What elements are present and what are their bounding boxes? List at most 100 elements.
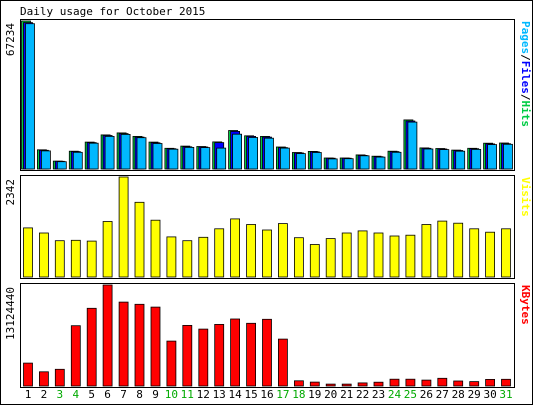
bar-kbytes-day-2 — [39, 371, 49, 387]
bar-kbytes-day-12 — [198, 328, 209, 387]
day-label: 17 — [276, 388, 289, 401]
bar-kbytes-day-23 — [373, 381, 384, 387]
bar-kbytes-day-31 — [501, 378, 511, 387]
panel-frame — [20, 175, 515, 279]
bar-kbytes-day-10 — [166, 340, 177, 387]
bar-pages-day-5 — [88, 142, 99, 170]
day-label: 14 — [228, 388, 242, 401]
bar-pages-day-23 — [375, 156, 386, 170]
bar-visits-day-29 — [469, 228, 480, 278]
bar-pages-day-15 — [248, 137, 259, 170]
day-label: 12 — [197, 388, 210, 401]
bar-visits-day-4 — [70, 239, 81, 278]
bar-kbytes-day-29 — [469, 381, 480, 387]
bar-pages-day-9 — [152, 143, 163, 170]
day-label: 29 — [468, 388, 481, 401]
bar-visits-day-15 — [246, 224, 257, 278]
day-label: 11 — [181, 388, 194, 401]
bar-kbytes-day-26 — [421, 379, 432, 387]
bar-kbytes-day-3 — [54, 368, 65, 387]
bar-visits-day-14 — [230, 218, 241, 278]
bar-kbytes-day-19 — [309, 381, 320, 387]
bar-pages-day-26 — [423, 148, 434, 170]
bar-kbytes-day-8 — [134, 303, 145, 387]
day-label: 7 — [120, 388, 127, 401]
day-label: 6 — [104, 388, 111, 401]
y-max-label: 2342 — [4, 179, 17, 206]
bar-pages-day-4 — [72, 151, 83, 170]
bar-pages-day-18 — [295, 153, 306, 170]
day-label: 24 — [388, 388, 402, 401]
bar-kbytes-day-25 — [405, 378, 416, 387]
legend-part: Hits — [519, 101, 532, 128]
day-label: 4 — [72, 388, 79, 401]
day-label: 2 — [41, 388, 48, 401]
bar-visits-day-6 — [102, 221, 113, 278]
day-label: 26 — [420, 388, 433, 401]
bar-kbytes-day-13 — [214, 323, 225, 387]
legend-part: Files — [519, 61, 532, 94]
bar-visits-day-30 — [485, 231, 496, 278]
bar-kbytes-day-27 — [437, 377, 448, 387]
bar-visits-day-24 — [389, 235, 400, 278]
bar-pages-day-6 — [104, 135, 115, 170]
day-label: 20 — [324, 388, 337, 401]
day-label: 16 — [260, 388, 273, 401]
legend-part: Visits — [519, 177, 532, 217]
legend-part: Pages — [519, 21, 532, 54]
legend-part: / — [519, 54, 532, 61]
bar-kbytes-day-17 — [277, 338, 288, 387]
legend-part: KBytes — [519, 285, 532, 325]
bar-kbytes-day-6 — [102, 284, 113, 387]
series-legend: Visits — [519, 177, 532, 217]
bar-kbytes-day-4 — [70, 325, 81, 387]
bar-pages-day-29 — [471, 148, 482, 170]
day-label: 5 — [88, 388, 95, 401]
bar-visits-day-3 — [54, 240, 65, 278]
day-label: 18 — [292, 388, 305, 401]
bar-kbytes-day-5 — [86, 307, 97, 387]
legend-part: / — [519, 94, 532, 101]
bar-visits-day-25 — [405, 234, 416, 278]
bar-visits-day-19 — [309, 244, 320, 278]
bar-pages-day-25 — [407, 121, 418, 170]
bar-kbytes-day-15 — [246, 322, 257, 387]
day-label: 9 — [152, 388, 159, 401]
bar-kbytes-day-18 — [293, 380, 304, 387]
chart-title: Daily usage for October 2015 — [20, 5, 205, 18]
bar-pages-day-22 — [359, 155, 370, 170]
bar-pages-day-7 — [120, 133, 131, 170]
bar-pages-day-8 — [136, 137, 147, 170]
bar-kbytes-day-28 — [453, 380, 464, 387]
bar-kbytes-day-1 — [23, 362, 33, 387]
bar-visits-day-5 — [86, 240, 97, 278]
series-legend: KBytes — [519, 285, 532, 325]
bar-visits-day-28 — [453, 222, 464, 278]
day-label: 19 — [308, 388, 321, 401]
day-label: 1 — [25, 388, 32, 401]
bar-pages-day-12 — [200, 147, 211, 170]
panel-frame — [20, 19, 515, 171]
bar-pages-day-27 — [439, 149, 450, 170]
bar-visits-day-10 — [166, 236, 177, 278]
bar-visits-day-7 — [118, 176, 129, 278]
bar-pages-day-19 — [311, 152, 322, 170]
bar-kbytes-day-24 — [389, 378, 400, 387]
bar-pages-day-10 — [168, 148, 179, 170]
bar-visits-day-26 — [421, 224, 432, 278]
bar-kbytes-day-22 — [357, 382, 368, 387]
bar-pages-day-16 — [264, 137, 274, 170]
bar-pages-day-31 — [503, 143, 513, 170]
day-label: 23 — [372, 388, 385, 401]
day-label: 22 — [356, 388, 369, 401]
bar-pages-day-14 — [232, 133, 243, 170]
bar-visits-day-11 — [182, 240, 193, 278]
day-label: 15 — [244, 388, 257, 401]
y-max-label: 13124440 — [4, 287, 17, 340]
bar-kbytes-day-9 — [150, 306, 161, 387]
bar-visits-day-18 — [293, 237, 304, 278]
bar-pages-day-28 — [455, 150, 466, 170]
bar-visits-day-22 — [357, 230, 368, 278]
bar-pages-day-11 — [184, 146, 195, 170]
